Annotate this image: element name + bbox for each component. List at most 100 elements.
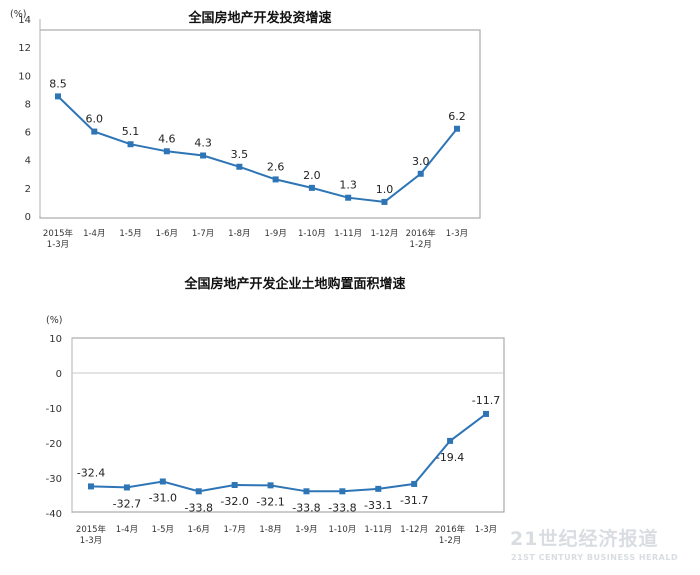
data-label: -33.1 (364, 499, 392, 512)
x-tick-label: 1-10月 (298, 229, 326, 239)
y-tick-label: 14 (18, 15, 31, 26)
data-label: 3.5 (231, 148, 249, 161)
data-point (308, 184, 315, 191)
data-point (454, 125, 460, 132)
y-unit-label: (%) (46, 315, 62, 326)
x-tick-label: 1-3月 (446, 229, 468, 239)
x-tick-label-line: 1-10月 (298, 229, 326, 239)
data-label: -33.8 (292, 501, 320, 514)
data-label: 8.5 (49, 77, 67, 90)
y-tick-label: 2 (25, 184, 31, 195)
x-tick-label-line: 1-7月 (223, 525, 245, 535)
x-tick-label: 1-7月 (192, 229, 214, 239)
x-tick-label-line: 2016年 (435, 524, 466, 535)
x-tick-label-line: 1-4月 (116, 525, 138, 535)
x-tick-label-line: 1-9月 (295, 525, 317, 535)
x-tick-label: 2015年 1-3月 (76, 524, 107, 546)
x-tick-label-line: 1-8月 (228, 229, 250, 239)
data-label: -19.4 (436, 451, 464, 464)
data-point (447, 437, 454, 444)
x-tick-label-line: 1-2月 (410, 240, 432, 250)
x-tick-label: 1-3月 (475, 525, 497, 535)
data-label: -32.0 (220, 495, 248, 508)
y-tick-label: 12 (18, 43, 31, 54)
x-tick-label: 1-10月 (328, 525, 356, 535)
data-point (339, 488, 346, 495)
x-tick-label: 1-11月 (334, 229, 362, 239)
y-tick-label: -20 (46, 439, 62, 450)
y-tick-label: 10 (49, 334, 62, 345)
x-tick-label: 1-7月 (223, 525, 245, 535)
data-label: -32.1 (256, 495, 284, 508)
y-tick-label: 0 (56, 369, 62, 380)
x-tick-label: 1-4月 (83, 229, 105, 239)
data-point (381, 198, 388, 205)
x-tick-label: 2016年 1-2月 (435, 524, 466, 546)
data-point (91, 128, 98, 135)
x-tick-label-line: 1-11月 (364, 525, 392, 535)
data-point (267, 482, 274, 489)
chart-title: 全国房地产开发企业土地购置面积增速 (183, 276, 405, 292)
land-purchase-growth-chart: 全国房地产开发企业土地购置面积增速 (%) -40 -30 -20 -10 0 10 2015年… (46, 276, 505, 546)
data-point (236, 163, 243, 170)
x-tick-label-line: 1-5月 (119, 229, 141, 239)
y-tick-label: 0 (25, 212, 31, 223)
x-tick-label: 1-6月 (156, 229, 178, 239)
plot-frame (71, 337, 505, 513)
x-tick-label: 1-4月 (116, 525, 138, 535)
x-tick-label-line: 1-4月 (83, 229, 105, 239)
data-point (272, 176, 279, 183)
data-point (200, 152, 207, 159)
data-point (411, 480, 418, 487)
x-tick-label: 1-12月 (371, 229, 399, 239)
data-point (159, 478, 166, 485)
x-tick-label-line: 1-3月 (47, 240, 69, 250)
data-label: -33.8 (328, 501, 356, 514)
x-tick-label: 1-8月 (228, 229, 250, 239)
x-tick-label-line: 1-8月 (259, 525, 281, 535)
x-tick-label-line: 1-3月 (475, 525, 497, 535)
data-label: -32.4 (77, 466, 105, 479)
x-tick-label: 1-9月 (264, 229, 286, 239)
data-point (123, 484, 130, 491)
data-label: 1.0 (376, 183, 394, 196)
data-label: -11.7 (472, 394, 500, 407)
x-tick-label-line: 1-12月 (400, 525, 428, 535)
y-tick-label: 6 (25, 128, 31, 139)
y-unit-label: (%) (10, 9, 26, 20)
x-tick-label-line: 1-7月 (192, 229, 214, 239)
x-tick-label-line: 1-9月 (264, 229, 286, 239)
watermark-sub: 21ST CENTURY BUSINESS HERALD (511, 553, 678, 562)
data-label: 5.1 (122, 125, 140, 138)
y-tick-label: 8 (25, 99, 31, 110)
data-point (88, 483, 94, 490)
series-line (90, 413, 487, 493)
data-point (231, 482, 238, 488)
x-tick-label-line: 1-6月 (156, 229, 178, 239)
x-tick-label-line: 1-5月 (152, 525, 174, 535)
data-label: -31.7 (400, 494, 428, 507)
series-line (57, 95, 458, 203)
chart-title: 全国房地产开发投资增速 (187, 10, 331, 26)
plot-frame (39, 29, 481, 219)
x-tick-label-line: 1-2月 (439, 536, 461, 546)
data-label: 2.6 (267, 160, 285, 173)
x-tick-label: 2016年 1-2月 (406, 228, 437, 250)
y-tick-label: -40 (46, 509, 62, 520)
data-point (345, 194, 352, 201)
watermark-main: 21世纪经济报道 (510, 527, 658, 550)
data-point (303, 488, 310, 495)
x-tick-label-line: 1-3月 (446, 229, 468, 239)
y-tick-label: 4 (25, 156, 31, 167)
y-tick-label: -10 (46, 404, 62, 415)
x-tick-label-line: 1-3月 (80, 536, 102, 546)
data-label: -33.8 (184, 501, 212, 514)
data-point (195, 488, 202, 495)
x-tick-label: 1-8月 (259, 525, 281, 535)
x-tick-label-line: 1-12月 (371, 229, 399, 239)
data-point (55, 93, 61, 100)
x-tick-label-line: 1-10月 (328, 525, 356, 535)
data-label: 2.0 (303, 169, 321, 182)
data-label: 4.6 (158, 132, 176, 145)
